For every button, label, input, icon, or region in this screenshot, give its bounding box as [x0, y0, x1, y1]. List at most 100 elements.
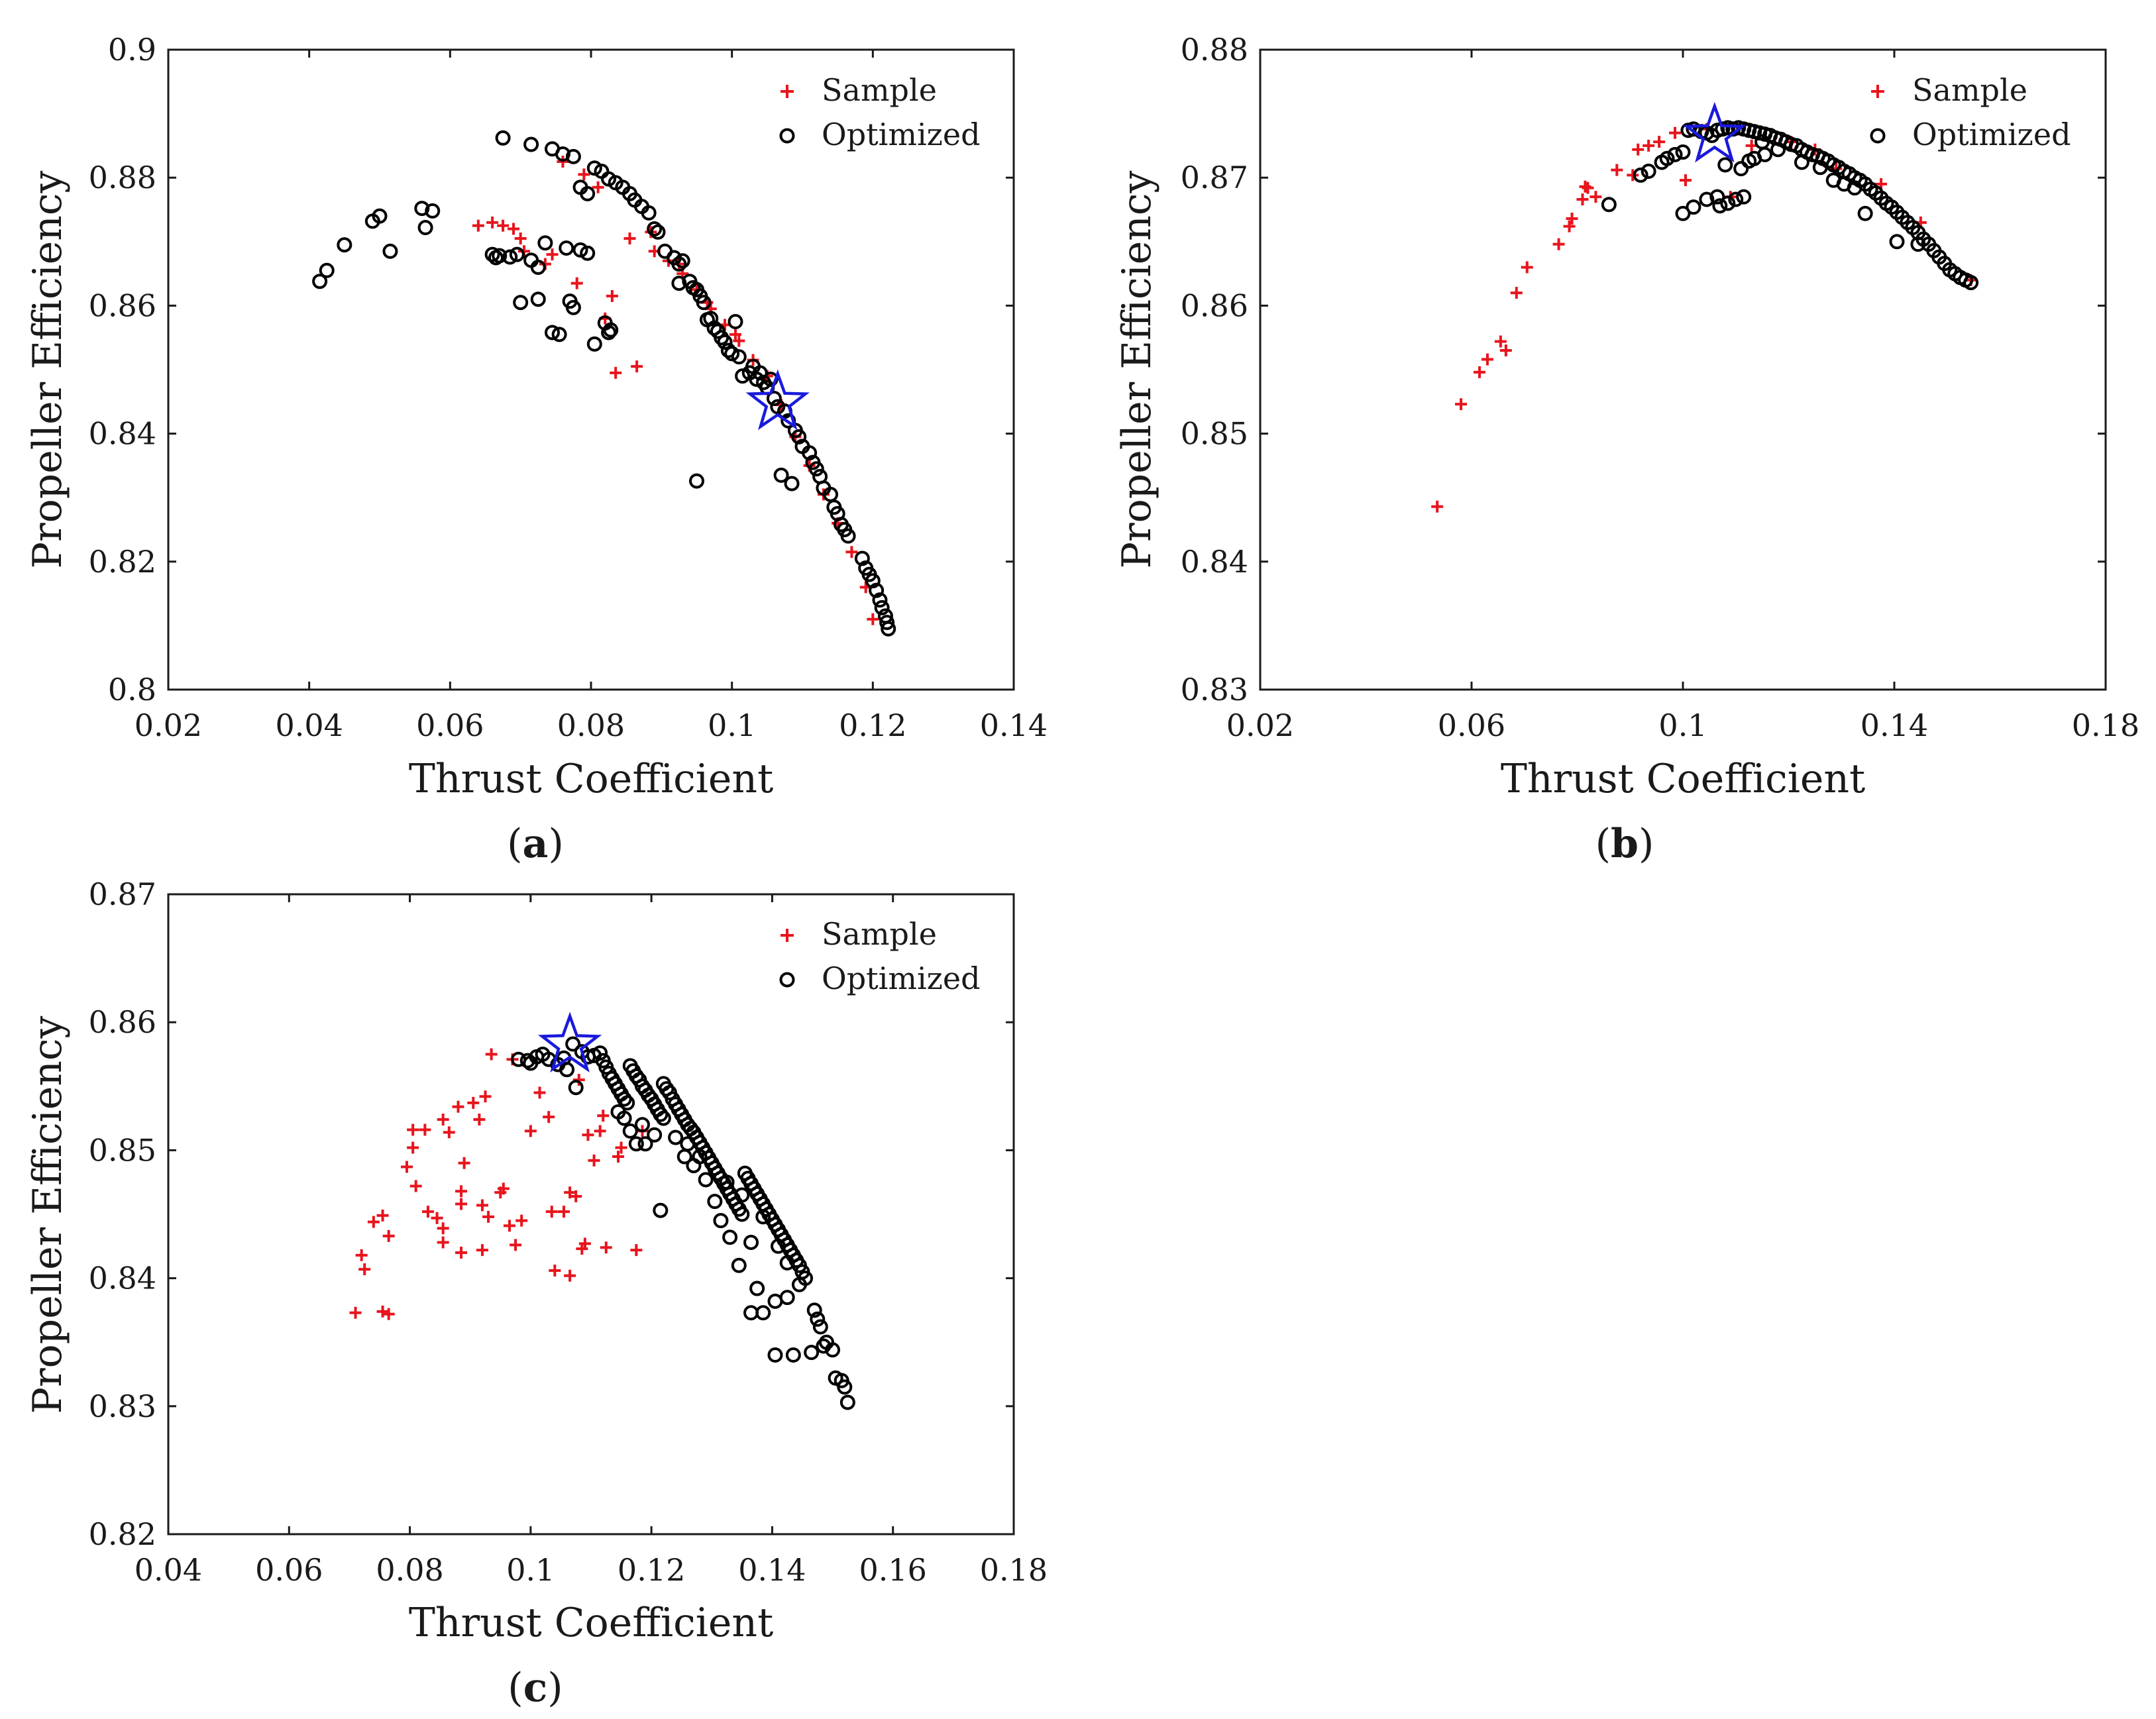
- panel-c-sample-point: [382, 1308, 395, 1320]
- panel-c-optimized-point: [637, 1136, 653, 1152]
- panel-b-sample-point: [1510, 287, 1523, 299]
- panel-c-optimized-point: [719, 1174, 735, 1190]
- panel-c-sample-point: [482, 1210, 495, 1223]
- panel-c-optimized-point: [559, 1062, 575, 1078]
- panel-a-optimized-point: [728, 314, 743, 330]
- panel-a-optimized-point: [372, 208, 388, 224]
- panel-c-sample-point: [479, 1090, 492, 1103]
- panel-b-sample-point: [1494, 335, 1507, 348]
- panel-b-optimized-point: [1720, 195, 1736, 211]
- panel-a-optimized-point: [513, 295, 529, 311]
- panel-a-xtick-label: 0.1: [708, 707, 756, 743]
- panel-c-sample-point: [597, 1110, 610, 1122]
- panel-b-optimized-point: [1736, 189, 1752, 205]
- panel-a-sample-point: [570, 277, 583, 289]
- panel-c-optimized-point: [698, 1172, 714, 1188]
- panel-a-optimized-point: [601, 325, 617, 340]
- panel-b-optimized-point: [1667, 146, 1683, 162]
- panel-c-ytick-label: 0.86: [89, 1004, 156, 1040]
- panel-b-xtick-label: 0.18: [2072, 707, 2139, 743]
- panel-a-optimized-point: [545, 325, 561, 340]
- panel-b-ytick-label: 0.84: [1181, 544, 1248, 580]
- panel-c-sample-point: [572, 1074, 585, 1086]
- panel-c-sample-point: [524, 1125, 537, 1137]
- panel-a-optimized-point: [312, 274, 328, 289]
- panel-b-optimized-point: [1794, 154, 1809, 170]
- panel-b-plot-frame: [1259, 48, 2107, 691]
- panel-a-ylabel: Propeller Efficiency: [25, 171, 71, 569]
- panel-a-ytick-label: 0.86: [89, 287, 156, 323]
- panel-a-optimized-point: [720, 342, 736, 358]
- panel-a-optimized-point: [671, 276, 687, 291]
- panel-c-optimized-point: [804, 1345, 820, 1361]
- panel-a-plot-frame: [167, 48, 1015, 691]
- panel-b-optimized-point: [1675, 144, 1691, 160]
- panel-a-legend-optimized-marker: [779, 128, 795, 144]
- panel-a-optimized-point: [773, 467, 789, 483]
- panel-c-ytick-label: 0.83: [89, 1388, 156, 1424]
- panel-b-optimized-point: [1659, 150, 1675, 166]
- panel-a-xtick-label: 0.12: [839, 707, 906, 743]
- panel-c-sample-point: [376, 1209, 389, 1222]
- panel-c-sample-point: [564, 1186, 576, 1199]
- panel-b: 0.02 0.06 0.1 0.14 0.18 0.83 0.84 0.85 0.86 0.87 0…: [1114, 32, 2139, 867]
- panel-b-optimized-point: [1712, 198, 1728, 214]
- panel-a-sample-point: [472, 219, 484, 232]
- panel-c-sample-point: [564, 1269, 576, 1282]
- panel-b-sample-point: [1563, 220, 1576, 233]
- panel-c-sample-point: [600, 1241, 612, 1254]
- panel-b-sample-point: [1669, 127, 1682, 139]
- panel-c-sample-point: [458, 1157, 470, 1169]
- panel-b-sample-point: [1552, 238, 1565, 250]
- panel-c-optimized-point: [749, 1280, 765, 1296]
- panel-a-optimized-point: [717, 334, 733, 350]
- panel-c-optimized-point: [816, 1338, 832, 1354]
- panel-a-optimized-point: [745, 358, 761, 374]
- panel-a-optimized-point: [874, 599, 890, 615]
- panel-b-optimized-point: [1733, 161, 1749, 177]
- panel-a-sample-point: [845, 546, 858, 558]
- panel-b-sample-point: [1611, 164, 1623, 176]
- panel-b-ytick-label: 0.88: [1181, 32, 1248, 68]
- panel-a-optimized-point: [425, 203, 441, 219]
- panel-c-optimized-point: [655, 1110, 671, 1126]
- panel-c-sample-point: [419, 1123, 431, 1136]
- panel-b-optimized-point: [1754, 134, 1770, 150]
- panel-b-sample-point: [1590, 191, 1602, 203]
- panel-c-optimized-point: [647, 1127, 663, 1143]
- panel-b-optimized-point: [1633, 167, 1648, 183]
- panel-c-sample-point: [382, 1229, 395, 1242]
- panel-c-sample-point: [401, 1161, 413, 1173]
- panel-c-optimized-point: [592, 1045, 608, 1061]
- panel-b-optimum-star: [1682, 101, 1747, 163]
- panel-a-optimized-point: [502, 249, 518, 265]
- panel-c-sample-point: [503, 1220, 515, 1232]
- panel-a-sample-point: [486, 216, 499, 229]
- panel-c-optimum-star: [537, 1012, 602, 1072]
- panel-b-optimized-point: [1836, 176, 1852, 192]
- panel-c-sample-point: [497, 1182, 510, 1195]
- panel-a-optimized-point: [872, 592, 888, 608]
- panel-b-sample-point: [1653, 136, 1666, 148]
- panel-c-optimized-point: [734, 1187, 750, 1203]
- panel-a-optimized-point: [731, 349, 747, 365]
- panel-a-optimized-point: [869, 582, 885, 598]
- panel-b-optimized-point: [1770, 142, 1786, 158]
- panel-c-sample-point: [407, 1123, 419, 1136]
- panel-a-sample-point: [623, 232, 636, 244]
- panel-a-optimized-point: [647, 221, 663, 236]
- panel-c-ticks: 0.04 0.06 0.08 0.1 0.12 0.14 0.16 0.18 0.82 0.83 0…: [89, 876, 1048, 1588]
- panel-b-ytick-label: 0.83: [1181, 672, 1248, 707]
- panel-c-plot-frame: [167, 893, 1015, 1536]
- panel-c-label: (c): [508, 1665, 563, 1711]
- panel-c-optimized-point: [791, 1276, 807, 1292]
- panel-c-optimized-point: [692, 1149, 708, 1165]
- panel-a-sample-point: [508, 223, 520, 235]
- panel-c-optimized-point: [610, 1104, 626, 1120]
- panel-b-ticks: 0.02 0.06 0.1 0.14 0.18 0.83 0.84 0.85 0.86 0.87 0…: [1181, 32, 2140, 743]
- panel-c-optimized-point: [680, 1136, 696, 1152]
- panel-c-optimized-point: [731, 1257, 747, 1273]
- panel-b-ytick-label: 0.86: [1181, 287, 1248, 323]
- panel-c-optimized-point: [713, 1213, 729, 1229]
- panel-c-sample-point: [358, 1263, 371, 1276]
